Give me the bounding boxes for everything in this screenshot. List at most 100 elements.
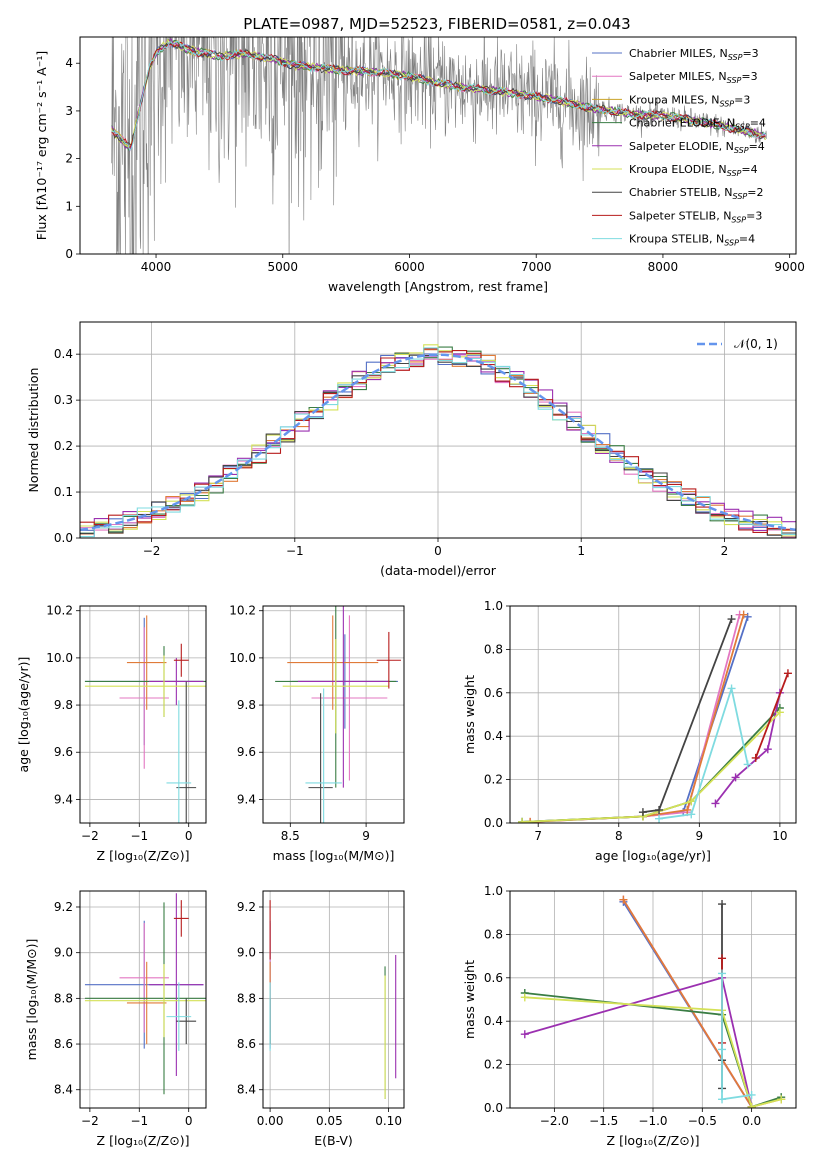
observed-spectrum — [111, 37, 767, 254]
axes-frame — [509, 605, 797, 824]
axes-frame — [79, 36, 797, 255]
y-tick-label: 0.2 — [484, 773, 503, 787]
error-bars — [275, 606, 401, 823]
legend-entry-sub: SSP — [727, 169, 742, 178]
y-tick-label: 9.8 — [237, 698, 256, 712]
weight-marker — [751, 753, 760, 762]
legend-entry-name: Chabrier STELIB, N — [629, 186, 733, 199]
y-tick-label: 0.0 — [54, 531, 73, 545]
weight-marker — [763, 745, 772, 754]
x-tick-label: 5000 — [267, 260, 298, 274]
x-tick-label: 9000 — [774, 260, 805, 274]
legend-entry-tail: =4 — [749, 140, 765, 153]
y-axis-label: mass [log₁₀(M/M⊙)] — [24, 939, 39, 1061]
axes-frame — [79, 890, 207, 1109]
legend-entry-sub: SSP — [724, 239, 739, 248]
legend-entry: Kroupa MILES, NSSP=3 — [629, 93, 750, 108]
age-vs-metallicity-panel: −2 −1 0 9.4 9.6 9.8 10.0 10.2 Z [log₁₀(Z/Z⊙)] age… — [16, 604, 207, 863]
weight-marker — [687, 810, 696, 819]
legend-entry-name: Salpeter ELODIE, N — [629, 140, 734, 153]
weight-marker — [655, 805, 664, 814]
error-bars — [84, 615, 206, 823]
legend-entry-tail: =3 — [734, 93, 750, 106]
normal-curve — [80, 353, 796, 532]
legend-entry-tail: =4 — [750, 117, 766, 130]
histogram-step — [80, 347, 796, 538]
weight-marker — [638, 808, 647, 817]
mass-weight-vs-age-panel: 7 8 9 10 0.0 0.2 0.4 0.6 0.8 1.0 age [log₁₀(age/yr… — [462, 599, 797, 863]
y-tick-label: 9.6 — [237, 745, 256, 759]
legend-entry-tail: =3 — [741, 70, 757, 83]
weight-line — [658, 685, 749, 820]
weight-line — [754, 672, 789, 759]
legend-entry: Kroupa STELIB, NSSP=4 — [629, 233, 755, 248]
y-tick-label: 8.6 — [54, 1037, 73, 1051]
model-spectrum-line — [111, 42, 766, 149]
error-bars — [84, 893, 206, 1095]
x-tick-label: 0 — [185, 1114, 193, 1128]
x-axis-label: mass [log₁₀(M/M⊙)] — [273, 848, 395, 863]
y-tick-label: 9.0 — [54, 946, 73, 960]
legend-entry-name: Chabrier ELODIE, N — [629, 117, 735, 130]
legend-entry-sub: SSP — [733, 192, 748, 201]
figure-title: PLATE=0987, MJD=52523, FIBERID=0581, z=0… — [243, 15, 630, 33]
x-tick-label: 7 — [534, 829, 542, 843]
y-tick-label: 10.2 — [46, 604, 73, 618]
legend-entry: 𝒩(0, 1) — [734, 337, 778, 351]
weight-marker — [687, 797, 696, 806]
x-tick-label: −1 — [130, 1114, 148, 1128]
legend-entry-tail: =3 — [742, 47, 758, 60]
weight-line — [642, 618, 733, 813]
y-tick-label: 9.4 — [54, 792, 73, 806]
axes-frame — [79, 321, 797, 539]
weight-marker — [727, 615, 736, 624]
model-spectrum-line — [111, 40, 766, 151]
x-axis-label: (data-model)/error — [380, 563, 497, 578]
axes-frame — [262, 890, 405, 1109]
weight-marker — [747, 1090, 756, 1099]
y-tick-label: 9.2 — [237, 900, 256, 914]
weight-marker — [520, 993, 529, 1002]
legend-entry-tail: =2 — [747, 186, 763, 199]
x-tick-label: −1.0 — [638, 1114, 667, 1128]
y-axis-label: mass weight — [462, 960, 477, 1039]
y-tick-label: 2 — [65, 152, 73, 166]
y-tick-label: 10.0 — [46, 651, 73, 665]
x-tick-label: 4000 — [141, 260, 172, 274]
x-tick-label: −2 — [81, 1114, 99, 1128]
legend-entry-name: Kroupa STELIB, N — [629, 233, 724, 246]
x-tick-label: −2 — [81, 829, 99, 843]
y-tick-label: 8.6 — [237, 1037, 256, 1051]
legend-entry-sub: SSP — [735, 123, 750, 132]
legend-entry-name: Salpeter MILES, N — [629, 70, 727, 83]
axes-frame — [509, 890, 797, 1109]
y-tick-label: 10.2 — [229, 604, 256, 618]
legend-entry-tail: =4 — [741, 163, 757, 176]
legend-entry-tail: =4 — [739, 233, 755, 246]
weight-line — [714, 692, 781, 805]
x-tick-label: −1 — [286, 544, 304, 558]
y-tick-label: 1.0 — [484, 884, 503, 898]
x-axis-label: Z [log₁₀(Z/Z⊙)] — [607, 1133, 700, 1148]
legend-entry: Chabrier ELODIE, NSSP=4 — [629, 117, 766, 132]
weight-marker — [777, 1095, 786, 1104]
y-tick-label: 8.4 — [54, 1083, 73, 1097]
weight-marker — [739, 610, 748, 619]
x-tick-label: 0.05 — [316, 1114, 343, 1128]
x-tick-label: 8000 — [648, 260, 679, 274]
weight-line — [721, 973, 752, 1101]
x-tick-label: 7000 — [521, 260, 552, 274]
legend-entry: Chabrier STELIB, NSSP=2 — [629, 186, 763, 201]
y-tick-label: 0.6 — [484, 971, 503, 985]
x-tick-label: 0.10 — [375, 1114, 402, 1128]
x-tick-label: −2 — [143, 544, 161, 558]
y-axis-label: Normed distribution — [26, 368, 41, 493]
x-tick-label: 0 — [434, 544, 442, 558]
weight-marker — [718, 900, 727, 909]
legend-entry: Salpeter MILES, NSSP=3 — [629, 70, 758, 85]
legend-entry-sub: SSP — [731, 215, 746, 224]
weight-marker — [718, 969, 727, 978]
legend-entry-name: Kroupa ELODIE, N — [629, 163, 727, 176]
